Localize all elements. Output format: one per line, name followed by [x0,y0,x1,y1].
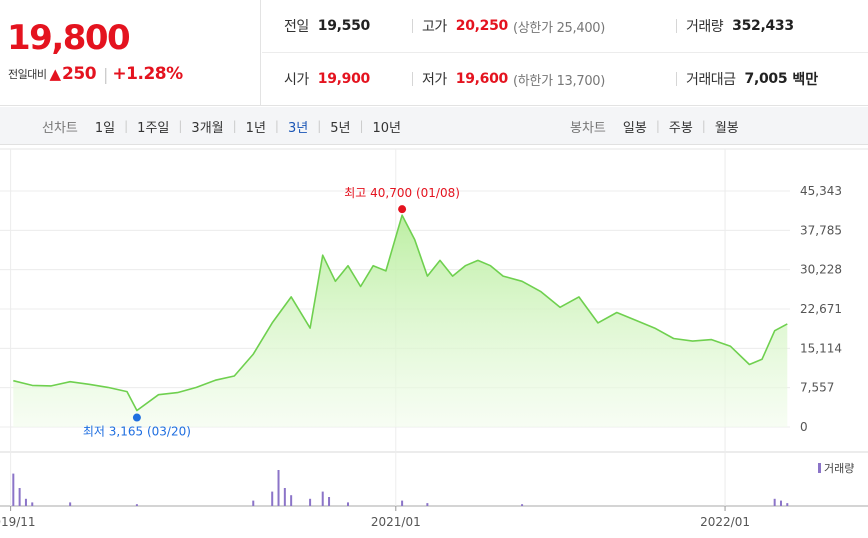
period-10y-button[interactable]: 10년 [372,120,402,136]
volume-bar [271,491,274,506]
candle-chart-options: 봉차트 일봉 | 주봉 | 월봉 [570,107,739,145]
volume-bar [786,503,789,506]
trade-value-label: 거래대금 [686,72,736,88]
low-value: 19,600 [455,71,509,87]
current-price: 19,800 [7,18,131,58]
min-label: 최저 3,165 (03/20) [83,425,191,439]
volume-bar [773,498,776,506]
min-marker [132,413,141,422]
period-1y-button[interactable]: 1년 [245,120,266,136]
volume-bar [290,495,293,506]
max-marker [398,205,407,214]
volume-legend-label: 거래량 [824,462,854,475]
max-label: 최고 40,700 (01/08) [344,186,460,200]
period-1d-button[interactable]: 1일 [94,120,116,136]
volume-bar [346,502,349,506]
high-label: 고가 [422,19,447,35]
y-tick-label: 37,785 [800,223,842,237]
up-arrow-icon: ▲ [49,64,62,83]
y-tick-label: 7,557 [800,381,834,395]
divider [676,19,677,33]
line-chart-label: 선차트 [42,120,78,136]
monthly-candle-button[interactable]: 월봉 [714,120,739,136]
price-chart-svg: 최고 40,700 (01/08) 최저 3,165 (03/20) 45,343… [0,148,868,529]
x-tick-label: 2021/01 [371,515,421,529]
stock-summary: 19,800 전일대비 ▲ 250 | +1.28% 전일 19,550 고가 … [0,0,868,106]
current-price-box: 19,800 전일대비 ▲ 250 | +1.28% [0,0,261,106]
volume-bar [277,470,280,506]
x-tick-label: 2019/11 [0,515,36,529]
trade-value-unit: 백만 [792,72,819,88]
high-cell: 고가 20,250 (상한가 25,400) [422,0,605,52]
volume-bar [401,500,404,506]
line-chart-options: 선차트 1일 | 1주일 | 3개월 | 1년 | 3년 | 5년 | 10년 [42,107,401,145]
chart-period-bar: 선차트 1일 | 1주일 | 3개월 | 1년 | 3년 | 5년 | 10년 … [0,107,868,145]
open-value: 19,900 [317,71,371,87]
prev-close-value: 19,550 [317,18,371,34]
volume-bar [12,473,15,506]
volume-bar [31,502,34,506]
volume-value: 352,433 [732,18,794,34]
lower-limit: (하한가 13,700) [513,73,606,89]
volume-bar [521,504,524,506]
volume-label: 거래량 [686,19,724,35]
divider [412,72,413,86]
volume-bar [779,500,782,506]
prev-close-label: 전일 [284,19,309,35]
high-value: 20,250 [455,18,509,34]
y-tick-label: 22,671 [800,302,842,316]
volume-legend-swatch [818,463,821,473]
prev-close-cell: 전일 19,550 [284,0,370,52]
change-label: 전일대비 [8,68,47,81]
change-percent: +1.28% [112,64,183,84]
period-1w-button[interactable]: 1주일 [137,120,170,136]
price-chart: 최고 40,700 (01/08) 최저 3,165 (03/20) 45,343… [0,146,868,538]
price-line [13,214,788,412]
change-divider: | [103,64,109,84]
volume-bar [135,504,138,506]
period-3y-button[interactable]: 3년 [287,120,309,136]
volume-bar [309,498,312,506]
volume-bar [283,488,286,506]
price-area [13,215,788,427]
y-tick-label: 45,343 [800,184,842,198]
change-amount: 250 [62,64,97,84]
divider [412,19,413,33]
volume-bar [328,497,331,506]
x-tick-label: 2022/01 [700,515,750,529]
trade-value-cell: 거래대금 7,005 백만 [686,53,818,105]
volume-bar [18,488,21,506]
candle-chart-label: 봉차트 [570,120,606,136]
volume-bar [426,503,429,506]
volume-cell: 거래량 352,433 [686,0,794,52]
y-tick-label: 30,228 [800,263,842,277]
daily-candle-button[interactable]: 일봉 [622,120,647,136]
trade-value-value: 7,005 [744,71,788,87]
volume-bar [252,500,255,506]
period-3m-button[interactable]: 3개월 [191,120,224,136]
weekly-candle-button[interactable]: 주봉 [668,120,693,136]
info-row-2: 시가 19,900 저가 19,600 (하한가 13,700) 거래대금 7,… [262,53,868,106]
volume-bar [321,491,324,506]
y-tick-label: 0 [800,420,808,434]
low-label: 저가 [422,72,447,88]
volume-bar [24,498,27,506]
volume-bar [69,502,72,506]
upper-limit: (상한가 25,400) [513,20,606,36]
open-label: 시가 [284,72,309,88]
price-change: 전일대비 ▲ 250 | +1.28% [8,64,183,84]
low-cell: 저가 19,600 (하한가 13,700) [422,53,605,105]
divider [676,72,677,86]
info-row-1: 전일 19,550 고가 20,250 (상한가 25,400) 거래량 352… [262,0,868,53]
y-tick-label: 15,114 [800,341,842,355]
open-cell: 시가 19,900 [284,53,370,105]
period-5y-button[interactable]: 5년 [330,120,351,136]
